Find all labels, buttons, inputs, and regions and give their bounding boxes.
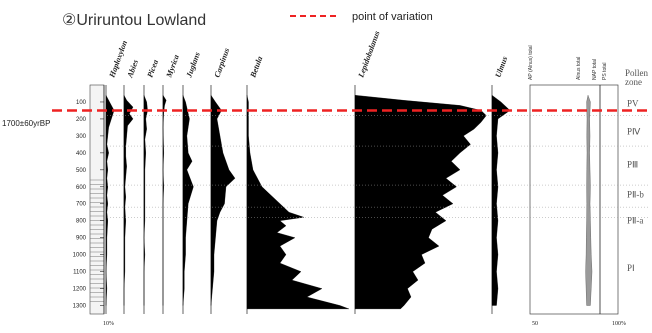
zone-label: PⅠ bbox=[627, 263, 635, 273]
depth-tick-label: 700 bbox=[76, 202, 87, 208]
series-haploxylon bbox=[105, 95, 115, 306]
series-label: Abies bbox=[125, 58, 140, 79]
series-juglans bbox=[182, 95, 194, 306]
zone-label: PⅣ bbox=[627, 127, 641, 137]
legend-label: point of variation bbox=[352, 11, 433, 23]
zone-label: PⅢ bbox=[627, 160, 638, 170]
bottom-axis-label: 50 bbox=[532, 321, 538, 327]
series-betula bbox=[246, 95, 350, 310]
bottom-axis-label: 100% bbox=[612, 321, 626, 327]
depth-tick-label: 1000 bbox=[73, 253, 87, 259]
series-label: Picea bbox=[145, 58, 160, 78]
summary-panel: AP (Alnus) total Alnus total NAP total PS t… bbox=[103, 45, 649, 327]
depth-tick-label: 1300 bbox=[73, 304, 87, 310]
series-label: Betula bbox=[248, 55, 264, 79]
series-picea bbox=[143, 95, 148, 306]
zone-label: PⅡ-b bbox=[627, 189, 644, 199]
series-label: Juglans bbox=[184, 51, 202, 80]
depth-axis: 100 200 300 400 500 600 700 800 900 1000 1100 1200 1… bbox=[73, 84, 105, 315]
lithology-column bbox=[89, 84, 105, 315]
alnus-total-curve bbox=[585, 95, 593, 306]
pollen-zones: PV PⅣ PⅢ PⅡ-b PⅡ-a PⅠ bbox=[104, 99, 650, 273]
series-label: Lepidobalanus bbox=[356, 30, 382, 80]
depth-tick-label: 1100 bbox=[73, 270, 87, 276]
zone-label: PⅡ-a bbox=[627, 216, 643, 226]
summary-frame bbox=[529, 84, 619, 315]
series-lepidobalanus bbox=[354, 95, 487, 310]
depth-tick-label: 300 bbox=[76, 134, 87, 140]
series-ulmus bbox=[491, 95, 511, 306]
page-title: ②Uriruntou Lowland bbox=[62, 12, 206, 29]
depth-tick-label: 1200 bbox=[73, 287, 87, 293]
summary-header: NAP total bbox=[592, 59, 598, 80]
pollen-zone-title: zone bbox=[625, 77, 642, 87]
series-label: Myrica bbox=[164, 53, 181, 79]
series-myrica bbox=[162, 95, 167, 306]
zone-label: PV bbox=[627, 99, 639, 109]
series-label: Ulmus bbox=[493, 55, 509, 79]
variation-date-label: 1700±60yrBP bbox=[2, 119, 50, 128]
series-label: Carpinus bbox=[212, 47, 231, 79]
depth-tick-label: 100 bbox=[76, 100, 87, 106]
summary-header: PS total bbox=[602, 62, 608, 80]
summary-header: Alnus total bbox=[576, 57, 582, 80]
depth-tick-label: 200 bbox=[76, 117, 87, 123]
series-abies bbox=[123, 95, 134, 306]
bottom-axis-label: 10% bbox=[103, 321, 114, 327]
depth-tick-label: 800 bbox=[76, 219, 87, 225]
summary-header: AP (Alnus) total bbox=[528, 45, 534, 80]
depth-tick-label: 400 bbox=[76, 151, 87, 157]
series-carpinus bbox=[210, 95, 236, 306]
depth-tick-label: 900 bbox=[76, 236, 87, 242]
pollen-zone-title: Pollen bbox=[625, 68, 649, 78]
depth-tick-label: 600 bbox=[76, 185, 87, 191]
depth-tick-label: 500 bbox=[76, 168, 87, 174]
